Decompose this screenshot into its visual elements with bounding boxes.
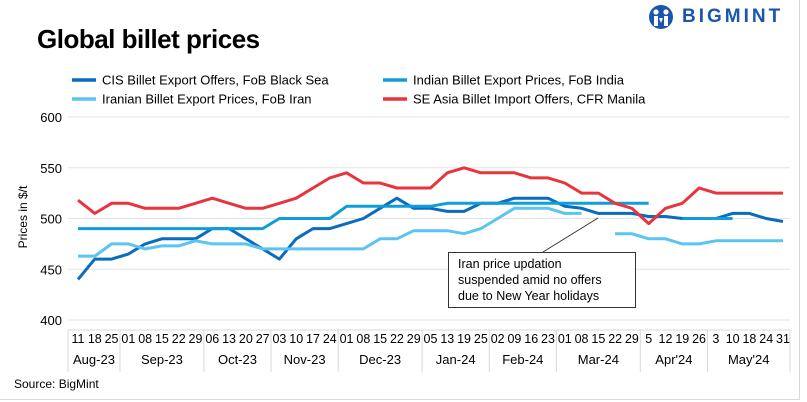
series-line-0 <box>76 196 784 281</box>
x-tick-label: 01 <box>558 332 572 346</box>
month-label: Jan-24 <box>436 352 476 367</box>
x-tick-label: 10 <box>726 332 740 346</box>
x-tick-label: 05 <box>424 332 438 346</box>
series-line-2 <box>78 206 582 258</box>
x-tick-label: 24 <box>323 332 337 346</box>
x-tick-label: 01 <box>121 332 135 346</box>
annotation-line: Iran price updation <box>458 257 562 271</box>
legend-label: CIS Billet Export Offers, FoB Black Sea <box>102 73 329 88</box>
logo-people-icon <box>649 5 673 29</box>
x-tick-label: 13 <box>440 332 454 346</box>
annotation-leader-line <box>542 217 599 253</box>
series-line-1 <box>78 201 649 231</box>
x-tick-label: 29 <box>407 332 421 346</box>
x-tick-label: 15 <box>591 332 605 346</box>
x-tick-label: 06 <box>205 332 219 346</box>
legend-label: SE Asia Billet Import Offers, CFR Manila <box>413 92 646 107</box>
month-label: Feb-24 <box>502 352 543 367</box>
x-tick-label: 23 <box>541 332 555 346</box>
x-tick-label: 15 <box>373 332 387 346</box>
x-tick-label: 24 <box>759 332 773 346</box>
x-tick-label: 29 <box>189 332 203 346</box>
x-tick-label: 22 <box>608 332 622 346</box>
y-tick-label: 500 <box>40 212 62 227</box>
x-tick-label: 08 <box>575 332 589 346</box>
x-tick-label: 17 <box>306 332 320 346</box>
x-tick-label: 08 <box>356 332 370 346</box>
x-tick-label: 11 <box>72 332 85 346</box>
x-tick-label: 10 <box>289 332 303 346</box>
bigmint-logo: BIGMINT <box>646 4 783 30</box>
x-tick-label: 16 <box>524 332 538 346</box>
x-tick-label: 02 <box>491 332 505 346</box>
x-tick-label: 15 <box>155 332 169 346</box>
x-tick-label: 20 <box>239 332 253 346</box>
x-tick-label: 31 <box>776 332 790 346</box>
x-tick-label: 08 <box>138 332 152 346</box>
series-line-3 <box>77 166 783 226</box>
annotation-box: Iran price updation suspended amid no of… <box>448 252 636 308</box>
legend-label: Indian Billet Export Prices, FoB India <box>413 73 625 88</box>
month-label: Dec-23 <box>359 352 401 367</box>
month-label: May'24 <box>728 352 770 367</box>
x-tick-label: 22 <box>390 332 404 346</box>
y-tick-label: 400 <box>40 313 62 328</box>
x-tick-label: 29 <box>625 332 639 346</box>
x-tick-label: 26 <box>692 332 706 346</box>
month-label: Mar-24 <box>578 352 619 367</box>
y-tick-label: 450 <box>40 262 62 277</box>
logo-text: BIGMINT <box>682 6 784 27</box>
legend-label: Iranian Billet Export Prices, FoB Iran <box>102 92 312 107</box>
chart-title: Global billet prices <box>37 24 260 54</box>
x-tick-label: 5 <box>645 332 652 346</box>
x-tick-label: 18 <box>88 332 102 346</box>
month-label: Aug-23 <box>73 352 115 367</box>
x-tick-label: 09 <box>507 332 521 346</box>
x-tick-label: 18 <box>742 332 756 346</box>
month-label: Apr'24 <box>655 352 692 367</box>
series-line-2 <box>615 232 783 246</box>
source-note: Source: BigMint <box>14 377 99 391</box>
month-label: Sep-23 <box>141 352 183 367</box>
x-tick-label: 13 <box>222 332 236 346</box>
x-tick-label: 27 <box>256 332 270 346</box>
x-tick-label: 25 <box>105 332 119 346</box>
x-tick-label: 22 <box>172 332 186 346</box>
x-tick-label: 19 <box>675 332 689 346</box>
y-tick-label: 550 <box>40 161 62 176</box>
y-tick-label: 600 <box>40 110 62 125</box>
annotation-line: due to New Year holidays <box>458 289 600 303</box>
annotation-line: suspended amid no offers <box>458 273 602 287</box>
x-tick-label: 03 <box>272 332 286 346</box>
x-tick-label: 01 <box>340 332 354 346</box>
x-tick-label: 12 <box>659 332 673 346</box>
month-label: Nov-23 <box>284 352 326 367</box>
x-tick-label: 3 <box>712 332 719 346</box>
x-tick-label: 19 <box>457 332 471 346</box>
month-label: Oct-23 <box>218 352 257 367</box>
x-tick-label: 25 <box>474 332 488 346</box>
